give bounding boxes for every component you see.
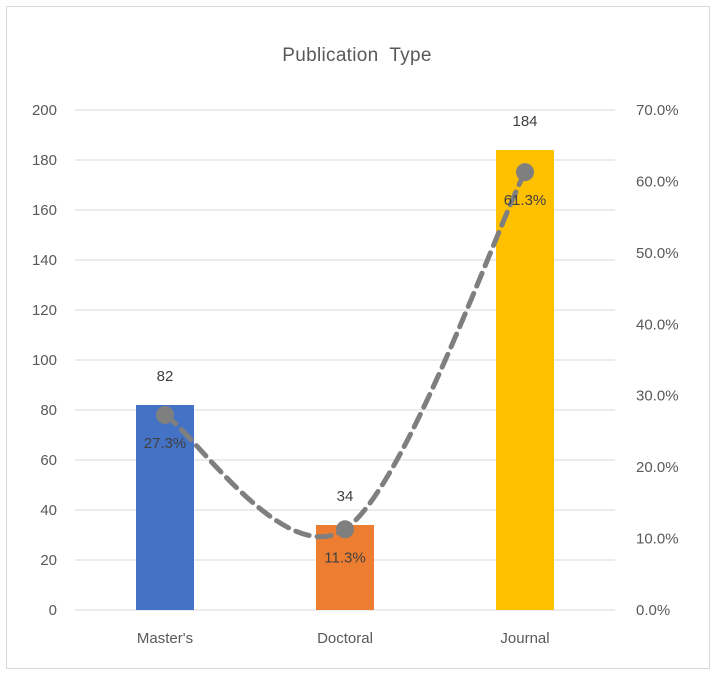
line-marker-1 — [336, 520, 354, 539]
y-tick-label: 140 — [32, 252, 57, 269]
chart-title: Publication Type — [282, 45, 431, 66]
bar-value-label: 34 — [337, 488, 354, 505]
line-marker-0 — [156, 406, 174, 424]
y2-axis-ticks: 0.0% 10.0% 20.0% 30.0% 40.0% 50.0% 60.0% 70.0% — [636, 102, 679, 619]
line-value-label: 61.3% — [504, 192, 547, 209]
category-label: Master's — [137, 630, 193, 647]
y2-tick-label: 60.0% — [636, 173, 679, 190]
line-series — [156, 163, 534, 540]
line-path — [162, 169, 528, 540]
category-label: Doctoral — [317, 630, 373, 647]
y2-tick-label: 10.0% — [636, 531, 679, 548]
y-tick-label: 160 — [32, 202, 57, 219]
bars — [136, 150, 554, 610]
data-labels: 82 34 184 27.3% 11.3% 61.3% — [144, 113, 547, 566]
y-tick-label: 100 — [32, 352, 57, 369]
y2-tick-label: 0.0% — [636, 602, 670, 619]
line-value-label: 27.3% — [144, 435, 187, 452]
y-tick-label: 40 — [40, 502, 57, 519]
y2-tick-label: 50.0% — [636, 245, 679, 262]
y-axis-ticks: 0 20 40 60 80 100 120 140 160 180 200 — [32, 102, 57, 619]
y-tick-label: 80 — [40, 402, 57, 419]
bar-1 — [316, 525, 374, 610]
line-marker-2 — [516, 163, 534, 182]
bar-2 — [496, 150, 554, 610]
line-value-label: 11.3% — [324, 549, 365, 566]
y-tick-label: 0 — [49, 602, 57, 619]
bar-value-label: 184 — [512, 113, 537, 130]
y-tick-label: 120 — [32, 302, 57, 319]
y2-tick-label: 30.0% — [636, 388, 679, 405]
y-tick-label: 20 — [40, 552, 57, 569]
bar-value-label: 82 — [157, 368, 174, 385]
y-tick-label: 60 — [40, 452, 57, 469]
y2-tick-label: 40.0% — [636, 316, 679, 333]
y-tick-label: 200 — [32, 102, 57, 119]
y2-tick-label: 70.0% — [636, 102, 679, 119]
category-labels: Master's Doctoral Journal — [137, 630, 550, 647]
bar-0 — [136, 405, 194, 610]
category-label: Journal — [500, 630, 549, 647]
y2-tick-label: 20.0% — [636, 459, 679, 476]
y-tick-label: 180 — [32, 152, 57, 169]
